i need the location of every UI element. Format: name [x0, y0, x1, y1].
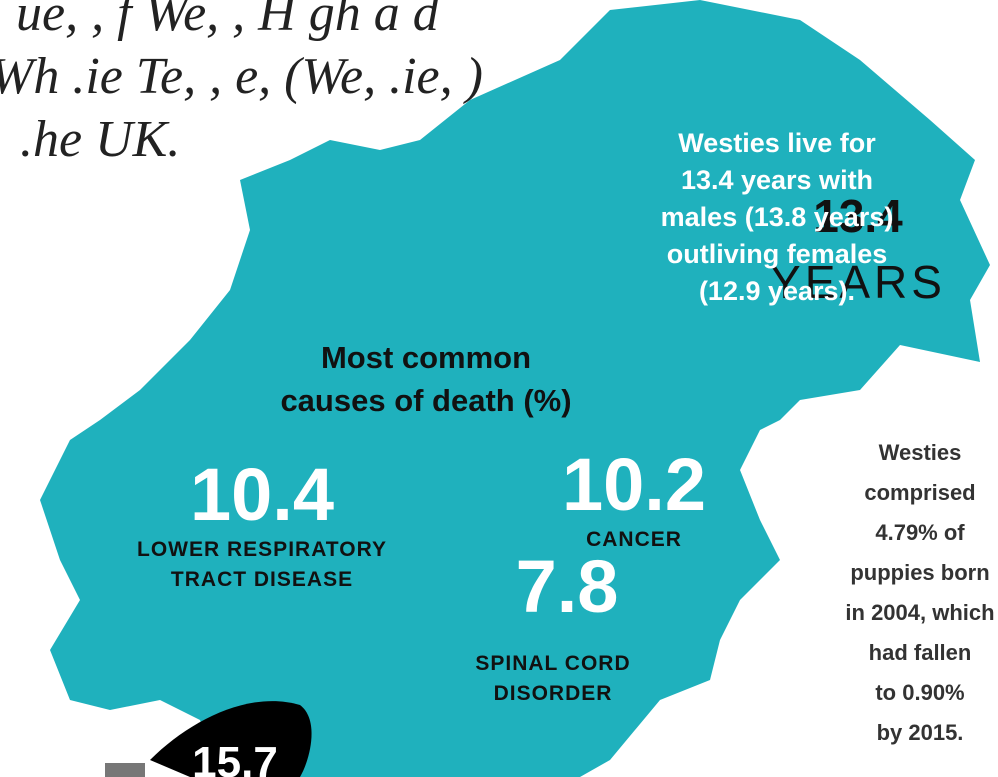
popularity-line: to 0.90% [875, 680, 964, 705]
causes-heading: causes of death (%) [280, 383, 571, 418]
popularity-line: 4.79% of [875, 520, 965, 545]
popularity-line: Westies [879, 440, 962, 465]
popularity-line: puppies born [850, 560, 989, 585]
causes-heading: Most common [321, 340, 531, 375]
cause-value: 7.8 [516, 545, 619, 628]
cause-label: DISORDER [494, 682, 613, 705]
cause-label: SPINAL CORD [475, 652, 630, 675]
intro-line: Wh .ie Te, , e, (We, .ie, ) [0, 48, 483, 105]
intro-line: , ue, , f We, , H gh a d [0, 0, 440, 42]
cause-label: LOWER RESPIRATORY [137, 538, 387, 561]
infographic: 15.7 , ue, , f We, , H gh a d Wh .ie Te, … [0, 0, 998, 777]
lifespan-note: males (13.8 years) [661, 202, 894, 232]
lifespan-note: Westies live for [678, 128, 876, 158]
popularity-line: by 2015. [877, 720, 964, 745]
popularity-line: had fallen [869, 640, 972, 665]
lifespan-note: 13.4 years with [681, 165, 873, 195]
badge-value: 15.7 [192, 738, 278, 777]
intro-line: .he UK. [20, 111, 180, 168]
popularity-line: comprised [864, 480, 975, 505]
lifespan-note: (12.9 years). [699, 276, 855, 306]
lifespan-note: outliving females [667, 239, 888, 269]
cause-value: 10.2 [562, 443, 706, 526]
cause-value: 10.4 [190, 453, 334, 536]
popularity-line: in 2004, which [845, 600, 994, 625]
cause-label: TRACT DISEASE [171, 568, 353, 591]
legend-square [105, 763, 145, 777]
